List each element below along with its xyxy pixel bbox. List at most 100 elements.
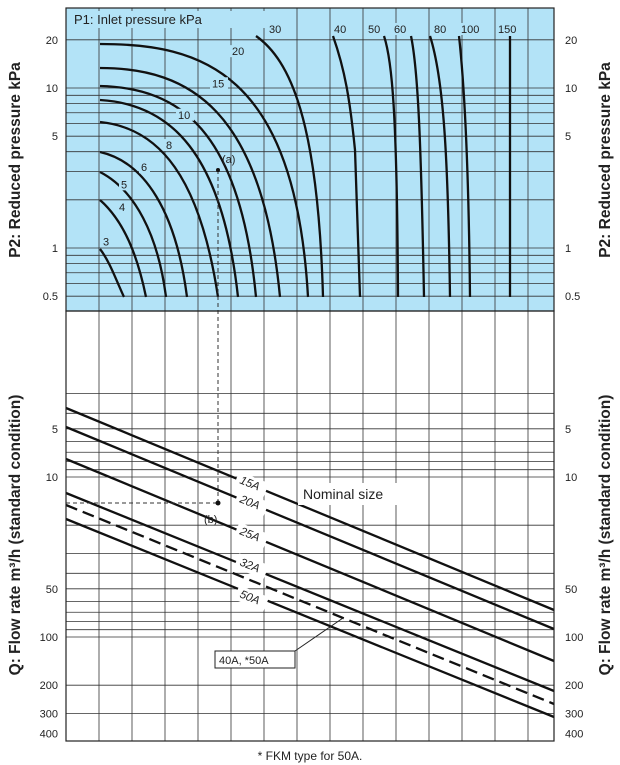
inlet-pressure-curve-10 <box>331 35 362 298</box>
nominal-size-line-1 <box>65 425 555 631</box>
curve-label-15: 15 <box>212 78 224 90</box>
inlet-pressure-title: P1: Inlet pressure kPa <box>74 12 203 27</box>
nominal-size-title: Nominal size <box>303 486 383 502</box>
reduced-pressure-tick-right-1: 10 <box>565 83 577 95</box>
inlet-pressure-curve-12 <box>409 35 426 298</box>
callout-40a-50a-leader <box>294 617 344 652</box>
curve-label-backing-30 <box>267 23 285 35</box>
size-label-backing-20A <box>233 490 270 517</box>
flow-rate-axis-title-right: Q: Flow rate m³/h (standard condition) <box>597 395 614 676</box>
flow-rate-tick-left-5: 300 <box>40 708 58 720</box>
axis-tick-labels: 20 20 10 10 5 5 1 1 0.5 0.5 5 5 10 10 50 50 100 100 200 200… <box>40 35 584 740</box>
curve-label-40: 40 <box>334 24 346 36</box>
inlet-pressure-curve-0 <box>99 248 126 298</box>
curve-label-backing-20 <box>230 45 248 58</box>
curve-label-backing-15 <box>210 77 228 90</box>
reduced-pressure-tick-right-2: 5 <box>565 131 571 143</box>
curve-label-4: 4 <box>119 202 125 214</box>
nominal-size-line-4 <box>65 503 555 706</box>
inlet-pressure-curve-8 <box>99 42 310 298</box>
curve-label-backing-4 <box>117 201 128 214</box>
reduced-pressure-tick-right-4: 0.5 <box>565 291 580 303</box>
size-label-backing-25A <box>233 522 270 549</box>
curve-label-100: 100 <box>461 24 479 36</box>
flow-rate-tick-left-4: 200 <box>40 680 58 692</box>
flow-rate-tick-left-1: 10 <box>46 472 58 484</box>
curve-label-20: 20 <box>232 46 244 58</box>
reduced-pressure-axis-title-left: P2: Reduced pressure kPa <box>7 62 24 258</box>
curve-label-80: 80 <box>434 24 446 36</box>
flow-rate-tick-right-1: 10 <box>565 472 577 484</box>
inlet-pressure-curve-3 <box>99 150 189 298</box>
annotation-b: (b) <box>204 514 217 526</box>
flow-rate-axis-title-left: Q: Flow rate m³/h (standard condition) <box>7 395 24 676</box>
curve-label-10: 10 <box>178 110 190 122</box>
reduced-pressure-tick-left-4: 0.5 <box>43 291 58 303</box>
example-guide-lines <box>66 168 221 506</box>
curve-label-backing-60 <box>392 23 410 35</box>
flow-rate-tick-left-2: 50 <box>46 584 58 596</box>
flow-rate-tick-left-0: 5 <box>52 424 58 436</box>
inlet-pressure-panel-background <box>66 8 554 311</box>
curve-label-backing-100 <box>459 23 484 35</box>
nominal-size-backing <box>298 483 406 505</box>
flow-rate-tick-left-6: 400 <box>40 728 58 740</box>
annotation-a: (a) <box>222 154 235 166</box>
nominal-size-line-5 <box>65 517 555 719</box>
reduced-pressure-tick-left-1: 10 <box>46 83 58 95</box>
curve-label-backing-3 <box>101 235 112 248</box>
inlet-pressure-curve-7 <box>99 66 282 298</box>
inlet-pressure-curve-1 <box>99 199 148 298</box>
flow-rate-tick-right-2: 50 <box>565 584 577 596</box>
reduced-pressure-axis-title-right: P2: Reduced pressure kPa <box>597 62 614 258</box>
curve-label-backing-8 <box>164 139 175 152</box>
inlet-pressure-curve-2 <box>99 170 168 298</box>
point-a-marker <box>216 168 220 172</box>
reduced-pressure-tick-right-0: 20 <box>565 35 577 47</box>
reduced-pressure-tick-left-3: 1 <box>52 243 58 255</box>
inlet-pressure-curve-6 <box>99 84 258 298</box>
flow-rate-tick-right-3: 100 <box>565 632 583 644</box>
size-label-backing-32A <box>233 553 270 580</box>
inlet-pressure-curve-11 <box>382 35 400 298</box>
nominal-size-line-3 <box>65 491 555 693</box>
callout-40a-50a-box <box>214 650 296 669</box>
size-label-backing-15A <box>233 471 270 498</box>
lower-panel-border <box>65 310 555 742</box>
inlet-pressure-curve-4 <box>99 120 220 298</box>
curve-label-backing-5 <box>119 178 130 191</box>
reduced-pressure-tick-right-3: 1 <box>565 243 571 255</box>
curve-label-150: 150 <box>498 24 516 36</box>
curve-label-backing-80 <box>432 23 450 35</box>
panel-title-backing <box>72 11 268 28</box>
curve-label-backing-40 <box>332 23 350 35</box>
curve-label-60: 60 <box>394 24 406 36</box>
footnote: * FKM type for 50A. <box>258 749 363 763</box>
curve-label-5: 5 <box>121 179 127 191</box>
curve-label-3: 3 <box>103 236 109 248</box>
flow-rate-tick-right-0: 5 <box>565 424 571 436</box>
curve-label-8: 8 <box>166 140 172 152</box>
curve-label-30: 30 <box>269 24 281 36</box>
curve-label-6: 6 <box>141 162 147 174</box>
flow-rate-tick-right-6: 400 <box>565 728 583 740</box>
callout-40a-50a-label: 40A, *50A <box>219 655 269 667</box>
inlet-pressure-curve-14 <box>457 35 472 298</box>
inlet-pressure-curve-5 <box>99 98 240 298</box>
inlet-pressure-curve-13 <box>428 35 452 298</box>
curve-label-50: 50 <box>368 24 380 36</box>
point-b-marker <box>215 500 221 506</box>
reduced-pressure-tick-left-0: 20 <box>46 35 58 47</box>
size-label-backing-50A <box>233 585 270 612</box>
flow-rate-tick-right-4: 200 <box>565 680 583 692</box>
flow-rate-tick-left-3: 100 <box>40 632 58 644</box>
curve-label-backing-50 <box>366 23 384 35</box>
curve-label-backing-10 <box>176 108 194 121</box>
nominal-size-line-2 <box>65 457 555 663</box>
curve-label-backing-6 <box>139 161 150 174</box>
flow-rate-tick-right-5: 300 <box>565 708 583 720</box>
reduced-pressure-tick-left-2: 5 <box>52 131 58 143</box>
inlet-pressure-curve-9 <box>255 35 325 298</box>
